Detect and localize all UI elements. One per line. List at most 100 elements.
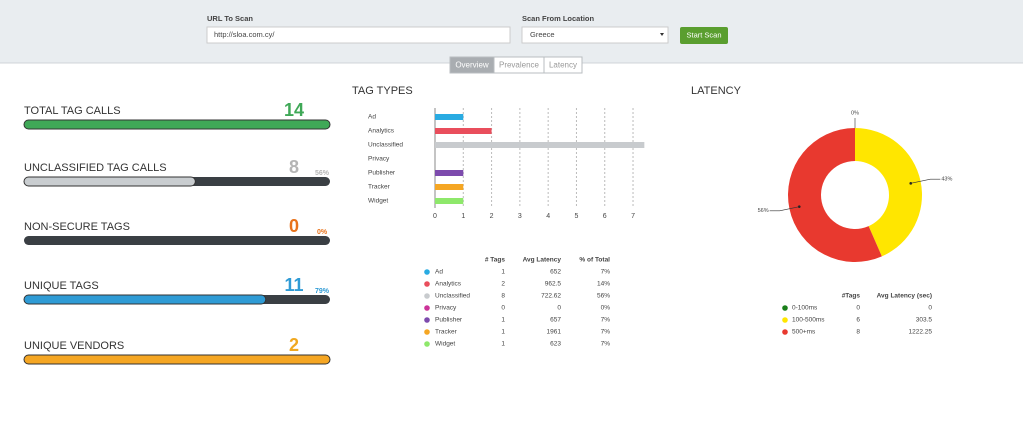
legend-dot: [424, 293, 430, 299]
x-tick-label: 6: [603, 213, 607, 220]
leader-line: [769, 206, 800, 212]
table-header: # Tags: [485, 257, 505, 264]
table-cell: Privacy: [435, 305, 457, 312]
legend-dot: [782, 305, 788, 311]
table-cell: Analytics: [435, 281, 462, 288]
stat-bar-fill: [23, 176, 196, 187]
stat-bar-fill: [23, 294, 267, 305]
table-cell: 500+ms: [792, 329, 816, 336]
legend-dot: [782, 329, 788, 335]
stat-bar: [23, 119, 331, 130]
table-cell: 6: [856, 317, 860, 324]
stat-bar: [23, 354, 331, 365]
table-cell: Publisher: [435, 317, 463, 324]
tab-label: Overview: [455, 61, 489, 70]
bar: [435, 198, 464, 204]
table-cell: 7%: [601, 329, 611, 336]
table-cell: 2: [501, 281, 505, 288]
table-cell: 1222.25: [909, 329, 933, 336]
stat-label: UNCLASSIFIED TAG CALLS: [24, 162, 167, 174]
table-cell: 7%: [601, 317, 611, 324]
table-header: #Tags: [842, 293, 861, 300]
table-cell: 1: [501, 329, 505, 336]
table-cell: Unclassified: [435, 293, 470, 300]
location-label: Scan From Location: [522, 14, 595, 23]
chart-title: TAG TYPES: [352, 85, 413, 97]
y-tick-label: Unclassified: [368, 142, 403, 149]
table-cell: 0: [557, 305, 561, 312]
url-input[interactable]: [206, 26, 511, 44]
leader-line: [910, 178, 941, 184]
table-cell: 0%: [601, 305, 611, 312]
y-tick-label: Privacy: [368, 156, 390, 163]
table-cell: 0: [856, 305, 860, 312]
table-cell: 8: [501, 293, 505, 300]
table-cell: 14%: [597, 281, 610, 288]
slice-label: 56%: [758, 208, 769, 214]
tab[interactable]: [543, 56, 583, 74]
table-header: % of Total: [579, 257, 610, 264]
legend-dot: [424, 329, 430, 335]
table-cell: 8: [856, 329, 860, 336]
stat-value: 0: [289, 216, 299, 236]
stat-label: TOTAL TAG CALLS: [24, 105, 121, 117]
table-cell: Widget: [435, 341, 455, 348]
tab-label: Prevalence: [499, 61, 540, 70]
stat-percent: 79%: [315, 288, 330, 295]
table-cell: 56%: [597, 293, 610, 300]
table-cell: 1: [501, 317, 505, 324]
table-cell: Ad: [435, 269, 443, 276]
slice-label: 0%: [851, 110, 859, 116]
bar: [435, 114, 464, 120]
select-arrow: [660, 33, 664, 36]
table-cell: 652: [550, 269, 561, 276]
slice-label: 43%: [941, 177, 952, 183]
header-band: [0, 0, 1023, 63]
table-cell: 303.5: [916, 317, 933, 324]
table-cell: 0-100ms: [792, 305, 818, 312]
bar: [435, 184, 464, 190]
url-value: http://sloa.com.cy/: [214, 30, 275, 39]
table-cell: 1961: [547, 329, 562, 336]
table-cell: 623: [550, 341, 561, 348]
legend-dot: [782, 317, 788, 323]
donut-slice: [855, 128, 923, 257]
legend-dot: [424, 269, 430, 275]
donut-slice: [788, 128, 882, 262]
table-cell: 1: [501, 269, 505, 276]
table-cell: 0: [501, 305, 505, 312]
x-tick-label: 1: [461, 213, 465, 220]
stat-percent: 56%: [315, 170, 330, 177]
bar: [435, 170, 464, 176]
legend-dot: [424, 341, 430, 347]
table-cell: 962.5: [545, 281, 562, 288]
legend-dot: [424, 281, 430, 287]
chart-title: LATENCY: [691, 85, 742, 97]
y-tick-label: Analytics: [368, 128, 395, 135]
stat-label: UNIQUE VENDORS: [24, 340, 124, 352]
table-cell: 0: [928, 305, 932, 312]
x-tick-label: 4: [546, 213, 550, 220]
stat-percent: 0%: [317, 229, 328, 236]
table-cell: 722.62: [541, 293, 561, 300]
start-button-label: Start Scan: [686, 30, 721, 39]
url-label: URL To Scan: [207, 14, 253, 23]
tab-label: Latency: [549, 61, 577, 70]
legend-dot: [424, 305, 430, 311]
bar: [435, 142, 645, 148]
y-tick-label: Ad: [368, 114, 376, 121]
legend-dot: [424, 317, 430, 323]
table-cell: 657: [550, 317, 561, 324]
start-button[interactable]: [680, 27, 728, 44]
table-cell: Tracker: [435, 329, 458, 336]
stat-value: 11: [284, 275, 303, 295]
stat-value: 2: [289, 335, 299, 355]
table-cell: 1: [501, 341, 505, 348]
stat-label: UNIQUE TAGS: [24, 280, 99, 292]
stat-label: NON-SECURE TAGS: [24, 221, 130, 233]
location-select[interactable]: [521, 26, 669, 44]
table-header: Avg Latency: [523, 257, 562, 264]
y-tick-label: Publisher: [368, 170, 396, 177]
